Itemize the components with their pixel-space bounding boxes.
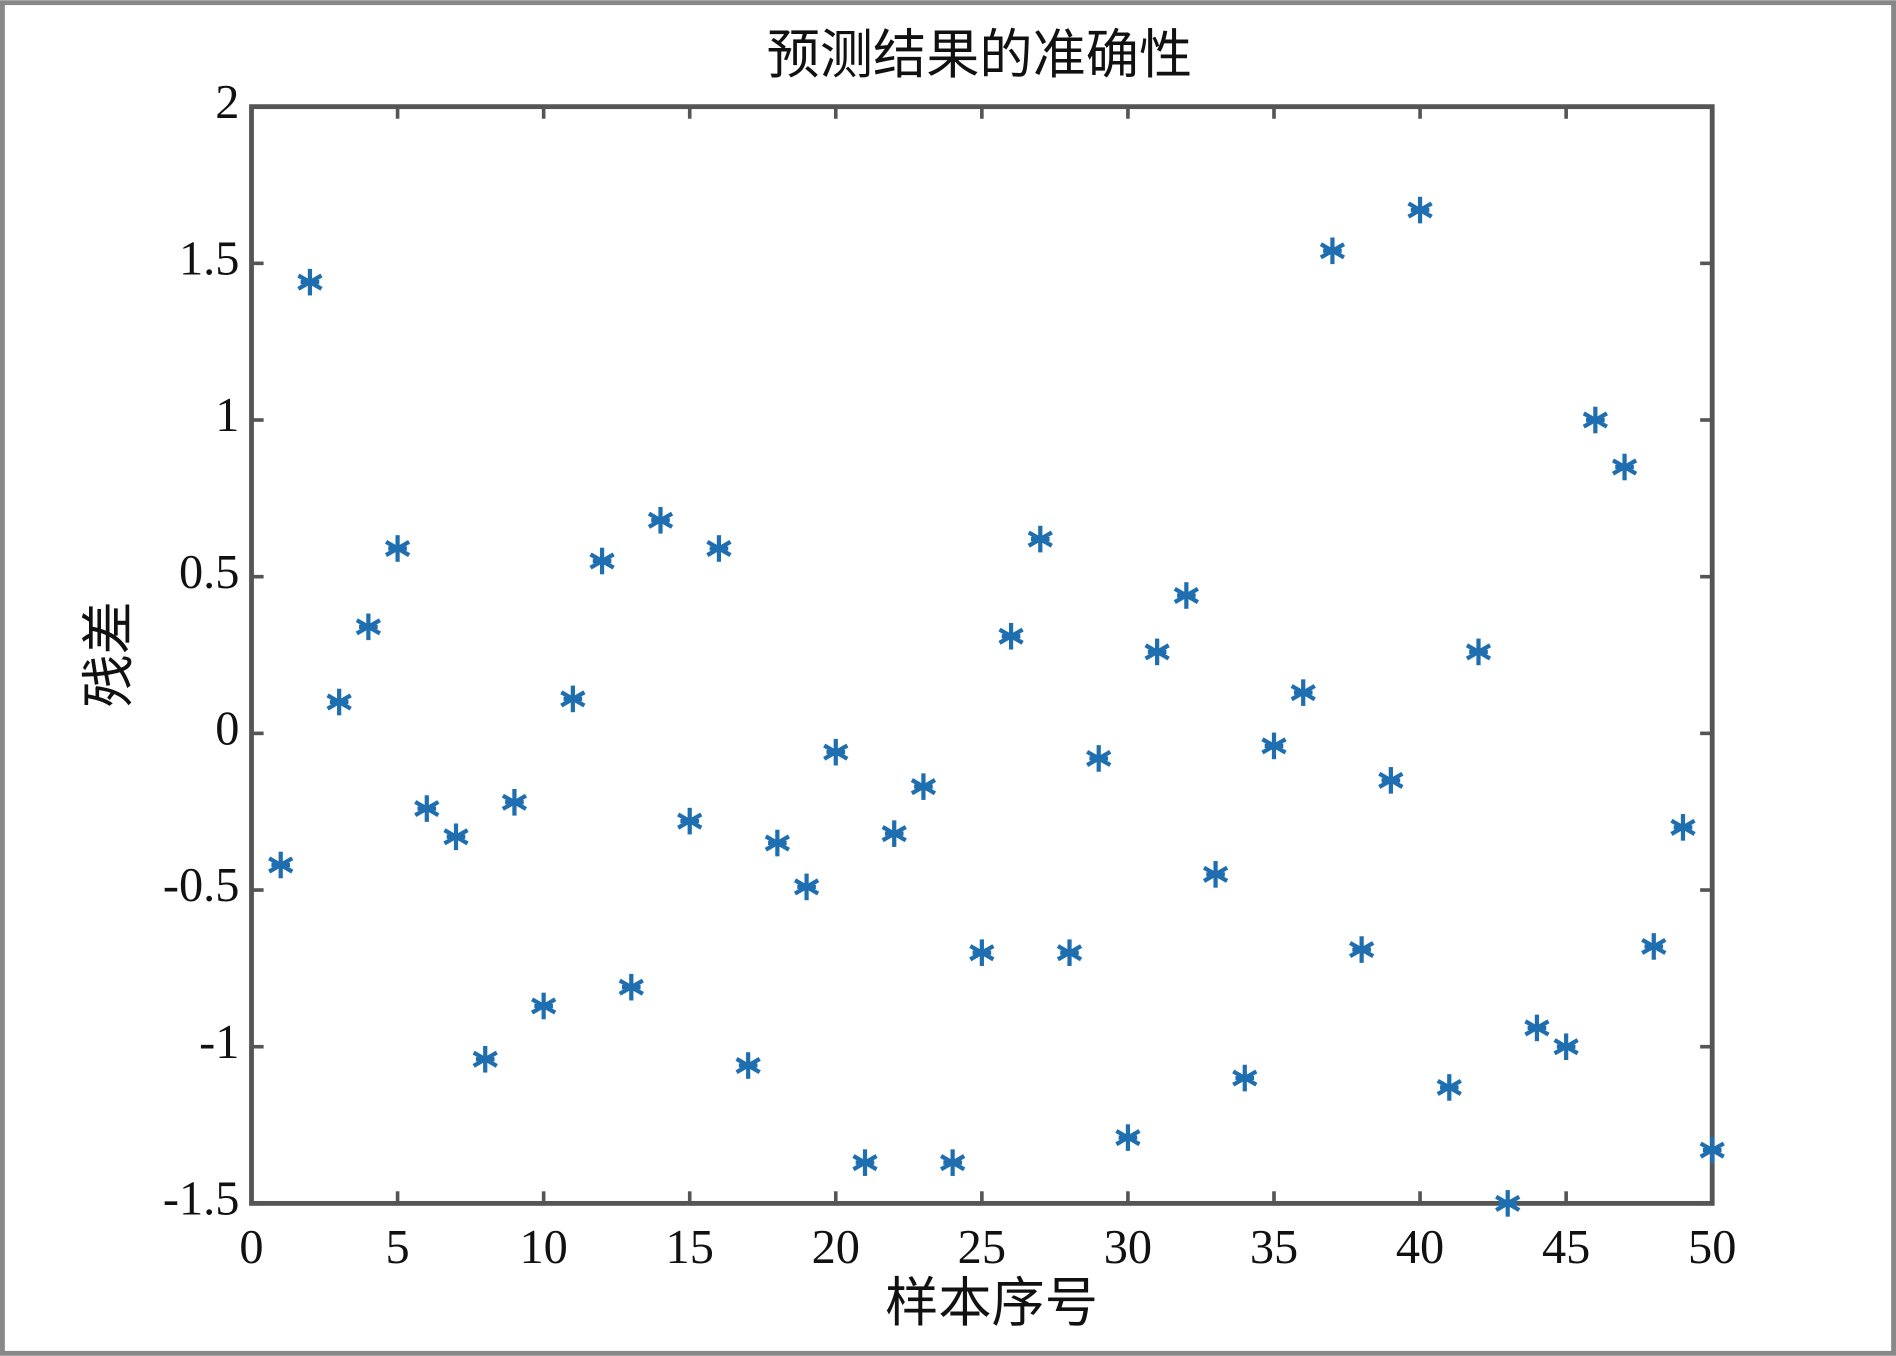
y-tick-label: 1.5 <box>179 232 239 285</box>
y-tick-label: -1 <box>199 1016 239 1069</box>
y-tick-label: -1.5 <box>163 1172 240 1225</box>
point <box>940 1149 966 1176</box>
point <box>881 820 907 847</box>
y-tick-label: 2 <box>215 76 239 129</box>
point <box>1115 1124 1141 1151</box>
point <box>1378 767 1404 794</box>
point <box>1319 237 1346 265</box>
point <box>297 268 323 296</box>
point <box>501 788 528 816</box>
point <box>1056 939 1083 967</box>
point <box>998 622 1024 650</box>
y-tick-label: -0.5 <box>163 859 240 912</box>
plot-box <box>249 104 1715 1206</box>
point <box>1232 1064 1258 1092</box>
point <box>793 873 820 901</box>
point <box>910 773 937 800</box>
point <box>647 506 674 534</box>
point <box>531 992 557 1020</box>
point <box>268 851 294 879</box>
point <box>735 1052 761 1079</box>
x-tick-label: 0 <box>239 1221 263 1274</box>
point <box>706 535 732 562</box>
point <box>1086 745 1112 772</box>
x-tick-label: 30 <box>1104 1221 1152 1274</box>
point <box>1495 1190 1521 1217</box>
x-tick-label: 15 <box>666 1221 714 1274</box>
point <box>589 547 615 575</box>
x-tick-label: 40 <box>1396 1221 1444 1274</box>
point <box>1261 732 1287 760</box>
point <box>1553 1033 1579 1061</box>
point <box>472 1045 498 1073</box>
x-tick-label: 35 <box>1250 1221 1298 1274</box>
x-tick-label: 45 <box>1542 1221 1590 1274</box>
point <box>1173 582 1199 609</box>
point <box>677 807 703 835</box>
point <box>560 685 586 713</box>
point <box>1465 638 1492 666</box>
point <box>1611 453 1638 481</box>
point <box>384 535 411 562</box>
x-axis-label: 样本序号 <box>885 1274 1098 1333</box>
point <box>1027 525 1053 553</box>
y-tick-label: 0.5 <box>179 546 239 599</box>
x-tick-label: 50 <box>1688 1221 1736 1274</box>
point <box>823 738 849 766</box>
point <box>969 939 995 967</box>
point <box>764 829 790 857</box>
y-tick-label: 0 <box>215 702 239 755</box>
x-tick-label: 25 <box>958 1221 1006 1274</box>
x-tick-label: 20 <box>812 1221 860 1274</box>
y-tick-label: 1 <box>215 389 239 442</box>
x-tick-label: 10 <box>519 1221 567 1274</box>
point <box>1436 1074 1462 1101</box>
point <box>443 823 469 851</box>
point <box>1349 936 1375 963</box>
y-axis-label: 残差 <box>80 601 139 707</box>
point <box>1582 406 1608 434</box>
point <box>1641 933 1667 960</box>
point <box>618 973 644 1001</box>
point <box>1290 679 1316 706</box>
point <box>1699 1136 1725 1164</box>
point <box>326 688 352 716</box>
point <box>355 613 381 641</box>
point <box>1144 638 1170 666</box>
point <box>1202 861 1229 888</box>
point <box>852 1149 878 1176</box>
chart-title: 预测结果的准确性 <box>767 26 1193 85</box>
point <box>414 795 440 822</box>
x-tick-label: 5 <box>385 1221 409 1274</box>
point <box>1524 1014 1550 1042</box>
point <box>1407 196 1433 224</box>
point <box>1670 814 1696 841</box>
